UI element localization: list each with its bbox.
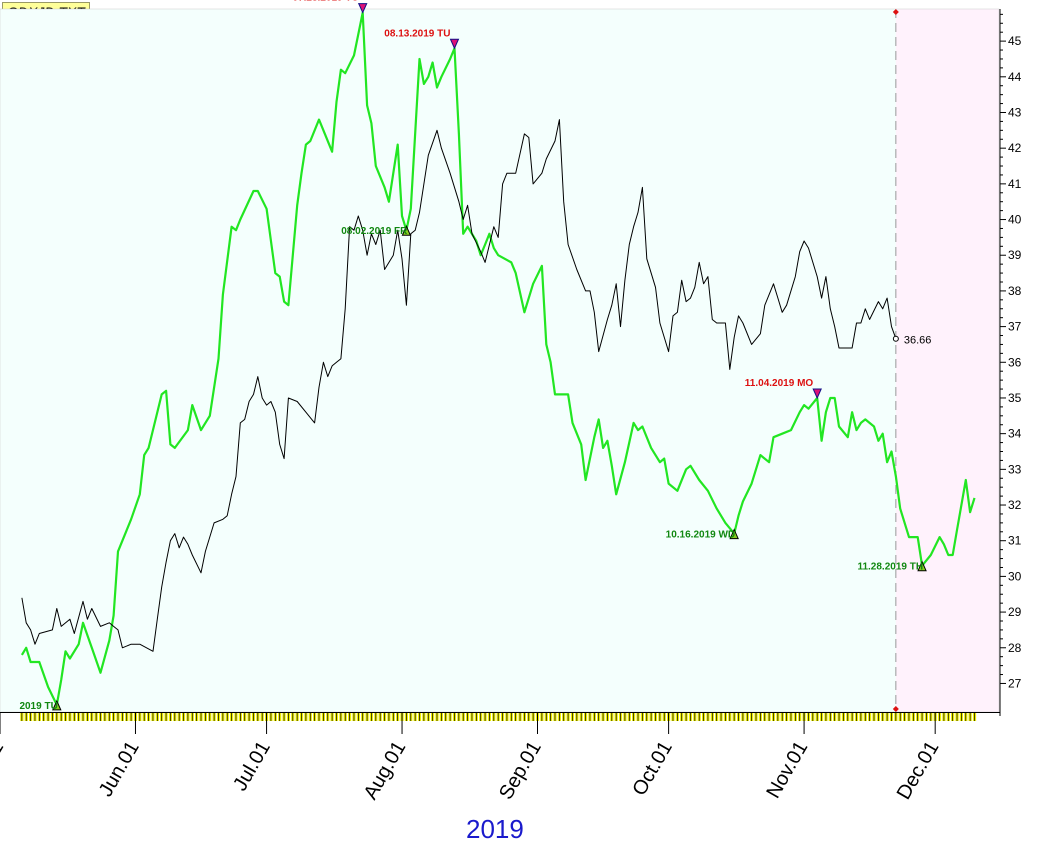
projection-area <box>895 9 999 712</box>
year-label: 2019 <box>466 814 524 844</box>
top-annotation: 08.13.2019 TU <box>384 28 450 39</box>
x-tick-label: Aug.01 <box>360 738 411 804</box>
x-tick-label: Oct.01 <box>628 738 677 800</box>
bottom-marker <box>52 699 62 711</box>
y-tick-label: 32 <box>1008 498 1022 512</box>
bottom-annotation: 10.16.2019 WD <box>666 530 736 541</box>
plot-area <box>0 9 999 712</box>
projection-marker <box>892 9 899 15</box>
top-annotation: 11.04.2019 MO <box>745 378 814 389</box>
green-series-line <box>20 11 976 707</box>
y-tick-label: 44 <box>1008 70 1022 84</box>
y-tick-label: 37 <box>1008 320 1022 334</box>
bottom-annotation: 2019 TU <box>19 701 57 712</box>
x-tick-label: Jul.01 <box>229 738 275 795</box>
y-tick-label: 38 <box>1008 284 1022 298</box>
top-annotation: 07.23.2019 TU <box>293 0 359 4</box>
bottom-marker <box>917 560 927 572</box>
last-value-label: 36.66 <box>904 335 932 347</box>
y-tick-label: 42 <box>1008 141 1022 155</box>
y-tick-label: 45 <box>1008 34 1022 48</box>
bottom-annotation: 11.28.2019 TH <box>857 562 923 573</box>
x-tick-label: Sep.01 <box>495 738 546 804</box>
y-tick-label: 30 <box>1008 569 1022 583</box>
last-value-marker <box>892 335 899 342</box>
y-tick-label: 27 <box>1008 676 1022 690</box>
bottom-marker <box>729 528 739 540</box>
y-tick-label: 36 <box>1008 355 1022 369</box>
bottom-marker <box>401 225 412 236</box>
black-series-line <box>21 119 897 652</box>
projection-marker <box>892 706 899 712</box>
y-tick-label: 43 <box>1008 105 1022 119</box>
x-tick-label: Jun.01 <box>95 738 144 801</box>
y-tick-label: 31 <box>1008 534 1022 548</box>
y-tick-label: 34 <box>1008 427 1022 441</box>
y-tick-label: 28 <box>1008 641 1022 655</box>
y-tick-label: 33 <box>1008 462 1022 476</box>
x-tick-label: Dec.01 <box>893 738 944 804</box>
top-marker <box>357 3 368 14</box>
top-marker <box>812 388 822 400</box>
y-tick-label: 41 <box>1008 177 1022 191</box>
y-tick-label: 39 <box>1008 248 1022 262</box>
x-tick-label: Nov.01 <box>762 738 812 803</box>
top-marker <box>449 38 460 50</box>
y-tick-label: 29 <box>1008 605 1022 619</box>
y-tick-label: 35 <box>1008 391 1022 405</box>
y-tick-label: 40 <box>1008 213 1022 227</box>
x-tick-label: May.01 <box>0 738 8 805</box>
bottom-annotation: 08.02.2019 FR <box>341 226 408 237</box>
